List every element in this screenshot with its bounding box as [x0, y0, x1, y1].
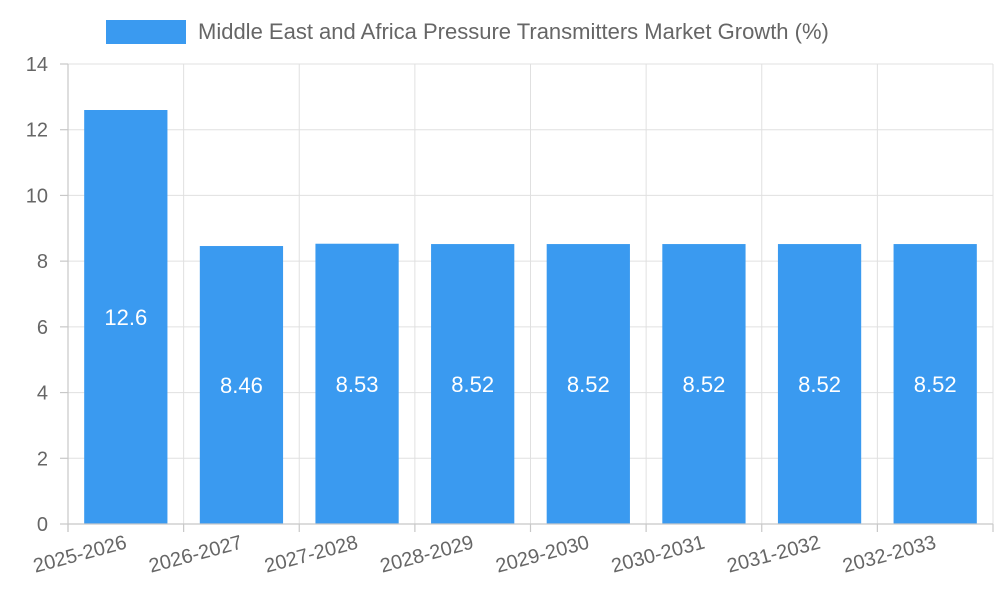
x-tick-label: 2027-2028 — [262, 532, 360, 578]
bar-2032-2033 — [893, 244, 977, 525]
y-tick-label: 2 — [37, 448, 48, 470]
x-tick-label: 2029-2030 — [494, 532, 592, 578]
y-tick-label: 12 — [26, 120, 48, 142]
x-tick-label: 2026-2027 — [147, 532, 245, 578]
bar-value-label: 8.53 — [336, 372, 379, 397]
bar-value-label: 12.6 — [104, 305, 147, 330]
bar-2030-2031 — [662, 244, 746, 525]
bar-value-label: 8.46 — [220, 373, 263, 398]
bar-2031-2032 — [777, 244, 862, 525]
x-tick-label: 2031-2032 — [725, 532, 823, 578]
bar-value-label: 8.52 — [451, 372, 494, 397]
y-tick-label: 14 — [26, 54, 48, 76]
bar-2027-2028 — [315, 243, 399, 524]
y-tick-label: 4 — [37, 383, 48, 405]
bar-2025-2026 — [84, 110, 168, 524]
bar-value-label: 8.52 — [914, 372, 957, 397]
legend-swatch — [106, 20, 186, 44]
bar-2028-2029 — [431, 244, 515, 525]
y-tick-label: 0 — [37, 514, 48, 536]
y-tick-label: 8 — [37, 251, 48, 273]
x-tick-label: 2032-2033 — [840, 532, 938, 578]
bar-value-label: 8.52 — [567, 372, 610, 397]
axes — [60, 63, 994, 532]
y-axis-tick-labels: 0 2 4 6 8 10 12 14 — [26, 54, 48, 536]
bar-value-label: 8.52 — [798, 372, 841, 397]
x-tick-label: 2030-2031 — [609, 532, 707, 578]
x-axis-tick-labels: 2025-2026 2026-2027 2027-2028 2028-2029 2029… — [31, 532, 938, 578]
x-tick-label: 2025-2026 — [31, 532, 129, 578]
legend-label: Middle East and Africa Pressure Transmit… — [198, 19, 829, 44]
bar-value-label: 8.52 — [683, 372, 726, 397]
bar-2029-2030 — [546, 244, 630, 525]
x-tick-label: 2028-2029 — [378, 532, 476, 578]
y-tick-label: 6 — [37, 317, 48, 339]
legend: Middle East and Africa Pressure Transmit… — [106, 19, 829, 44]
bars: 12.6 8.46 8.53 8.52 8.52 8.52 8.52 8.52 — [84, 110, 977, 525]
bar-2026-2027 — [199, 246, 284, 524]
y-tick-label: 10 — [26, 185, 48, 207]
